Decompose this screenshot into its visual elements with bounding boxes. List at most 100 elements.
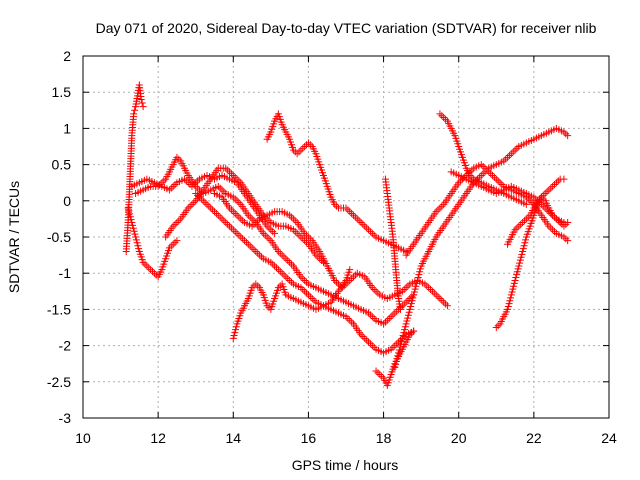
data-point [465,170,472,177]
data-point [207,205,214,212]
data-point [290,215,297,222]
data-point [378,373,385,380]
series-low-start [125,205,181,281]
x-tick-label: 24 [601,430,617,446]
data-point [472,177,479,184]
data-point [140,103,147,110]
y-tick-label: 2 [63,48,71,64]
data-point [433,291,440,298]
data-point [527,197,534,204]
x-tick-label: 18 [376,430,392,446]
x-tick-label: 12 [150,430,166,446]
series-spike-11 [123,81,147,255]
data-point [359,333,366,340]
data-point [478,172,485,179]
x-axis-ticks: 10 12 14 16 18 20 22 24 [75,56,617,446]
data-point [228,206,235,213]
data-point [275,266,282,273]
data-point [367,228,374,235]
y-tick-label: 1 [63,120,71,136]
data-point [508,150,515,157]
data-point [194,185,201,192]
data-point [374,369,381,376]
data-point [393,308,400,315]
data-point [457,177,464,184]
data-point [190,199,197,206]
y-tick-label: 0 [63,193,71,209]
data-point [562,130,569,137]
data-point [288,214,295,221]
data-point [423,282,430,289]
data-point [303,232,310,239]
data-point [145,264,152,271]
data-point [350,273,357,280]
data-point [461,174,468,181]
data-point [468,167,475,174]
data-point [160,177,167,184]
y-tick-label: -2 [59,338,72,354]
data-point [235,232,242,239]
data-point [237,215,244,222]
data-point [286,259,293,266]
data-point [491,174,498,181]
data-point [265,235,272,242]
data-point [540,195,547,202]
data-point [352,214,359,221]
data-point [157,181,164,188]
data-point [269,261,276,268]
data-point [147,266,154,273]
y-axis-label: SDTVAR / TECUs [6,181,22,293]
data-point [217,214,224,221]
data-point [232,195,239,202]
data-point [438,297,445,304]
data-point [442,300,449,307]
data-point [358,219,365,226]
data-point [376,371,383,378]
data-point [203,201,210,208]
data-point [359,221,366,228]
data-point [175,156,182,163]
data-point [271,230,278,237]
data-point [217,185,224,192]
data-point [435,206,442,213]
data-point [489,172,496,179]
data-point [318,257,325,264]
data-point [515,223,522,230]
data-point [277,268,284,275]
data-point [408,329,415,336]
data-point [172,221,179,228]
data-point [170,241,177,248]
data-point [333,203,340,210]
data-point [288,279,295,286]
data-point [241,237,248,244]
data-point [305,234,312,241]
data-point [250,246,257,253]
data-point [555,217,562,224]
data-point [296,232,303,239]
data-point [555,177,562,184]
data-point [172,239,179,246]
data-point [267,226,274,233]
x-tick-label: 20 [451,430,467,446]
y-tick-label: -0.5 [47,229,71,245]
data-point [247,243,254,250]
data-point [373,288,380,295]
data-point [344,315,351,322]
data-point [365,338,372,345]
data-point [239,235,246,242]
data-point [305,291,312,298]
data-point [303,279,310,286]
data-point [436,295,443,302]
data-point [348,319,355,326]
data-point [346,208,353,215]
data-point [311,297,318,304]
data-point [564,237,571,244]
data-point [391,310,398,317]
data-point [249,244,256,251]
data-point [403,299,410,306]
data-point [344,206,351,213]
data-point [173,237,180,244]
data-point [284,257,291,264]
data-point [224,221,231,228]
data-point [314,253,321,260]
